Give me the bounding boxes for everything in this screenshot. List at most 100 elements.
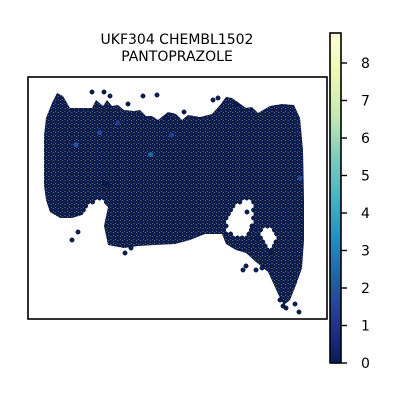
tissue-spot <box>248 163 254 169</box>
tissue-spot <box>67 167 73 173</box>
tissue-spot <box>258 123 263 129</box>
tissue-spot <box>115 131 121 137</box>
tissue-spot <box>228 127 234 133</box>
tissue-spot <box>80 127 86 133</box>
tissue-spot <box>285 251 291 257</box>
tissue-spot <box>55 139 61 145</box>
tissue-spot <box>218 191 224 197</box>
tissue-spot <box>44 175 50 181</box>
tissue-spot <box>184 227 190 233</box>
tissue-spot <box>175 123 181 129</box>
tissue-spot <box>55 163 61 169</box>
tissue-spot <box>283 151 289 157</box>
tissue-spot <box>60 115 66 121</box>
tissue-spot <box>216 171 222 177</box>
tissue-spot <box>90 191 96 197</box>
tissue-spot <box>83 171 89 177</box>
tissue-spot <box>163 119 169 125</box>
highlight-spots <box>73 120 303 182</box>
tissue-spot <box>177 207 183 213</box>
tissue-spot <box>191 183 197 189</box>
tissue-spot <box>193 195 199 201</box>
tissue-spot <box>161 227 167 233</box>
tissue-spot <box>273 239 279 245</box>
tissue-spot <box>145 223 151 229</box>
tissue-spot <box>193 147 199 153</box>
tissue-spot <box>57 207 63 213</box>
tissue-spot <box>248 107 254 113</box>
tissue-spot <box>115 107 121 113</box>
tissue-spot <box>221 211 227 217</box>
tissue-spot <box>106 163 112 169</box>
tissue-spot <box>218 207 224 213</box>
tissue-spot <box>254 235 260 241</box>
tissue-spot <box>193 163 199 169</box>
tissue-spot <box>76 191 82 197</box>
tissue-spot <box>131 207 137 213</box>
tissue-spot <box>44 135 50 141</box>
tissue-spot <box>161 123 167 129</box>
tissue-spot <box>285 147 291 153</box>
tissue-spot <box>149 199 155 205</box>
tissue-spot <box>260 167 266 173</box>
tissue-spot <box>113 167 119 173</box>
tissue-spot <box>69 147 75 153</box>
tissue-spot <box>154 135 160 141</box>
tissue-spot <box>278 271 284 277</box>
tissue-spot <box>76 135 82 141</box>
tissue-spot <box>239 179 245 185</box>
tissue-spot <box>46 131 52 137</box>
tissue-spot <box>108 167 114 173</box>
tissue-spot <box>271 259 277 265</box>
tissue-spot <box>64 211 70 217</box>
tissue-spot <box>255 191 261 197</box>
tissue-spot <box>292 151 298 157</box>
tissue-spot <box>64 123 70 129</box>
tissue-spot <box>182 231 188 237</box>
tissue-spot <box>145 207 151 213</box>
tissue-spot <box>159 135 165 141</box>
tissue-spot <box>191 143 197 149</box>
tissue-spot <box>294 227 300 233</box>
tissue-spot <box>74 123 79 129</box>
tissue-spot <box>212 163 217 169</box>
tissue-spot <box>267 195 273 201</box>
tissue-spot <box>294 155 300 161</box>
tissue-spot <box>154 92 160 98</box>
tissue-spot <box>177 159 183 165</box>
tissue-spot <box>207 179 213 185</box>
tissue-spot <box>94 151 100 157</box>
tissue-spot <box>67 191 73 197</box>
tissue-spot <box>274 223 280 229</box>
tissue-spot <box>53 207 59 213</box>
tissue-spot <box>301 183 304 189</box>
tissue-spot <box>239 107 245 113</box>
tissue-spot <box>147 195 153 201</box>
tissue-spot <box>294 171 300 177</box>
tissue-spot <box>140 199 146 205</box>
tissue-spot <box>278 287 284 293</box>
tissue-spot <box>184 235 190 241</box>
tissue-spot <box>175 235 181 241</box>
tissue-spot <box>301 167 304 173</box>
tissue-spot <box>163 207 169 213</box>
tissue-spot <box>271 139 277 145</box>
tissue-spot <box>51 115 56 121</box>
tissue-spot <box>108 207 114 213</box>
tissue-spot <box>292 111 298 117</box>
tissue-spot <box>48 183 54 189</box>
tissue-spot <box>149 119 155 125</box>
tissue-spot <box>237 199 243 205</box>
tissue-spot <box>110 171 116 177</box>
tissue-spot <box>57 111 63 117</box>
tissue-spot <box>133 227 139 233</box>
tissue-spot <box>120 219 125 225</box>
tissue-spot <box>205 159 211 165</box>
tissue-spot <box>161 163 167 169</box>
tissue-spot <box>168 127 174 133</box>
tissue-spot <box>287 223 293 229</box>
tissue-spot <box>255 151 261 157</box>
tissue-spot <box>186 231 192 237</box>
tissue-spot <box>216 203 222 209</box>
tissue-spot <box>262 219 268 225</box>
